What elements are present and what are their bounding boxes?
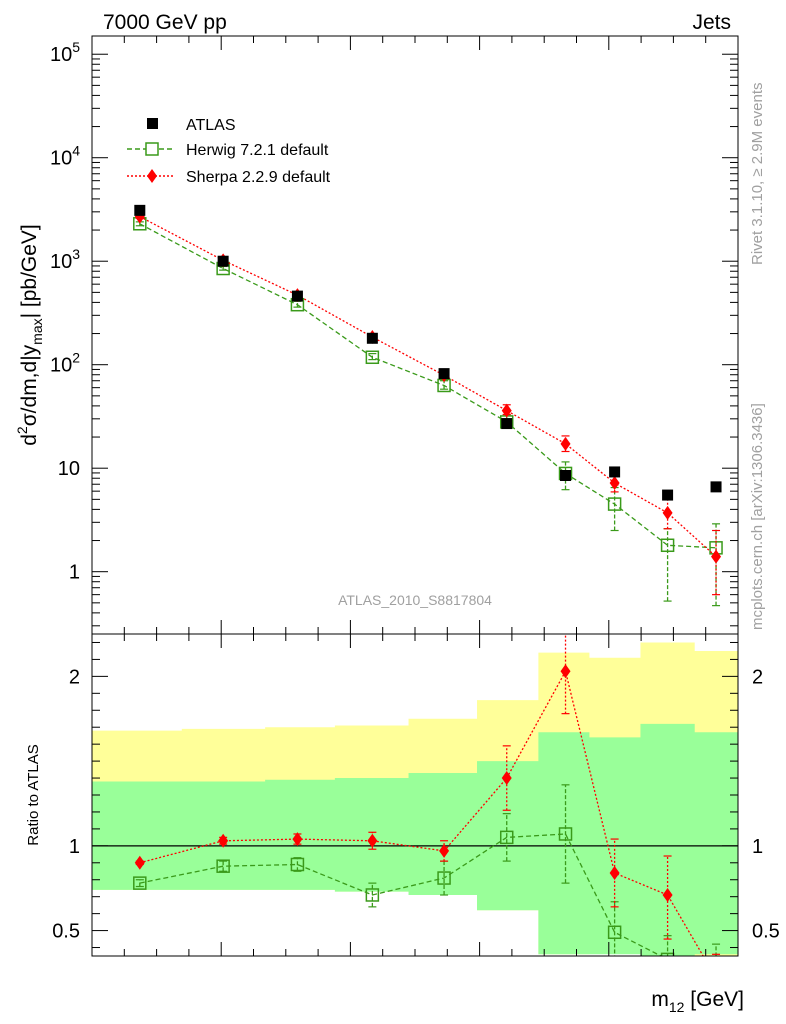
xlabel-sub: 12 bbox=[669, 999, 685, 1015]
main-y-tick-label-base: 10 bbox=[50, 251, 72, 273]
main-herwig-point bbox=[660, 538, 675, 553]
main-atlas-point bbox=[291, 290, 303, 302]
main-herwig-point bbox=[607, 497, 622, 511]
main-y-tick-label-base: 10 bbox=[50, 44, 72, 66]
xlabel-main: m bbox=[651, 988, 669, 1011]
main-sherpa-point bbox=[609, 475, 620, 490]
analysis-id-label: ATLAS_2010_S8817804 bbox=[338, 592, 492, 608]
main-sherpa-point bbox=[501, 403, 512, 418]
main-y-tick-label-exp: 5 bbox=[72, 39, 80, 55]
main-atlas-point bbox=[501, 418, 513, 430]
ratio-sherpa-point bbox=[662, 887, 673, 902]
legend-atlas-marker bbox=[147, 118, 158, 129]
ratio-sherpa-point bbox=[218, 833, 229, 848]
ylabel-sup: 2 bbox=[14, 426, 30, 434]
main-y-tick-label: 1 bbox=[69, 562, 80, 584]
header-left-label: 7000 GeV pp bbox=[103, 11, 227, 34]
ratio-y-tick-label-left: 0.5 bbox=[52, 921, 80, 943]
main-atlas-point bbox=[217, 255, 229, 267]
main-herwig-point bbox=[365, 350, 380, 365]
legend: ATLAS Herwig 7.2.1 default Sherpa 2.2.9 … bbox=[127, 117, 331, 186]
ratio-sherpa-point bbox=[609, 865, 620, 880]
ratio-herwig-point bbox=[365, 888, 380, 902]
main-atlas-point bbox=[710, 481, 722, 493]
ylabel-rest2: | [pb/GeV] bbox=[18, 224, 41, 318]
main-y-tick-label: 103 bbox=[50, 246, 80, 273]
main-sherpa-point bbox=[711, 549, 722, 564]
main-y-tick-label-exp: 2 bbox=[72, 350, 80, 366]
x-axis-label: m12 [GeV] bbox=[651, 988, 744, 1015]
main-herwig-line bbox=[139, 223, 717, 549]
ratio-y-axis-label: Ratio to ATLAS bbox=[25, 744, 42, 845]
legend-herwig-label: Herwig 7.2.1 default bbox=[186, 142, 329, 159]
main-y-axis-label: d2σ/dm,d|ymax| [pb/GeV] bbox=[14, 224, 45, 446]
ratio-herwig-point bbox=[499, 830, 514, 845]
ylabel-d: d bbox=[18, 434, 41, 446]
main-y-tick-label-base: 10 bbox=[50, 355, 72, 377]
main-atlas-point bbox=[560, 470, 572, 482]
main-sherpa-point bbox=[662, 505, 673, 520]
ratio-herwig-point bbox=[133, 876, 147, 890]
ratio-sherpa-point bbox=[292, 832, 303, 847]
ratio-herwig-point bbox=[290, 857, 305, 872]
mcplots-label: mcplots.cern.ch [arXiv:1306.3436] bbox=[749, 403, 766, 630]
ratio-sherpa-point bbox=[367, 833, 378, 848]
ratio-herwig-point bbox=[437, 871, 451, 885]
ratio-y-tick-label-left: 1 bbox=[69, 836, 80, 858]
legend-herwig-marker bbox=[145, 142, 159, 156]
ratio-y-tick-label-left: 2 bbox=[69, 666, 80, 688]
main-y-tick-label: 10 bbox=[58, 458, 80, 480]
main-y-tick-label-base: 10 bbox=[50, 148, 72, 170]
legend-sherpa-marker bbox=[147, 169, 157, 183]
ratio-sherpa-point bbox=[560, 664, 571, 679]
header-right-label: Jets bbox=[692, 11, 731, 34]
ratio-sherpa-point bbox=[439, 843, 450, 858]
ratio-sherpa-point bbox=[711, 971, 721, 985]
ratio-herwig-point bbox=[607, 925, 622, 940]
main-y-tick-label: 104 bbox=[50, 143, 80, 170]
ratio-y-tick-label-right: 2 bbox=[752, 666, 763, 688]
main-atlas-point bbox=[662, 489, 674, 501]
ratio-herwig-line bbox=[139, 833, 663, 956]
rivet-version-label: Rivet 3.1.10, ≥ 2.9M events bbox=[749, 83, 766, 266]
ylabel-rest1: σ/dm,d|y bbox=[18, 344, 41, 426]
main-atlas-point bbox=[438, 368, 450, 380]
ratio-herwig-point bbox=[216, 859, 230, 873]
main-sherpa-point bbox=[560, 436, 571, 451]
main-y-tick-label: 105 bbox=[50, 39, 80, 66]
ratio-herwig-point bbox=[710, 965, 722, 977]
ratio-y-tick-label-right: 1 bbox=[752, 836, 763, 858]
main-atlas-point bbox=[366, 332, 378, 344]
main-y-tick-label-exp: 3 bbox=[72, 246, 80, 262]
main-sherpa-line bbox=[139, 216, 717, 558]
ylabel-sub: max bbox=[29, 318, 45, 344]
ratio-herwig-point bbox=[558, 827, 573, 841]
legend-sherpa-label: Sherpa 2.2.9 default bbox=[186, 169, 331, 186]
ratio-herwig-point bbox=[660, 952, 675, 956]
main-atlas-point bbox=[134, 204, 146, 216]
ratio-sherpa-point bbox=[134, 855, 145, 870]
legend-atlas-label: ATLAS bbox=[186, 117, 236, 134]
ratio-sherpa-point bbox=[501, 771, 512, 786]
main-atlas-point bbox=[609, 466, 621, 478]
ratio-y-tick-label-right: 0.5 bbox=[752, 921, 780, 943]
main-y-tick-label: 102 bbox=[50, 350, 80, 377]
xlabel-unit: [GeV] bbox=[684, 988, 744, 1011]
ratio-inner-band bbox=[92, 723, 738, 956]
main-y-tick-label-exp: 4 bbox=[72, 143, 80, 159]
